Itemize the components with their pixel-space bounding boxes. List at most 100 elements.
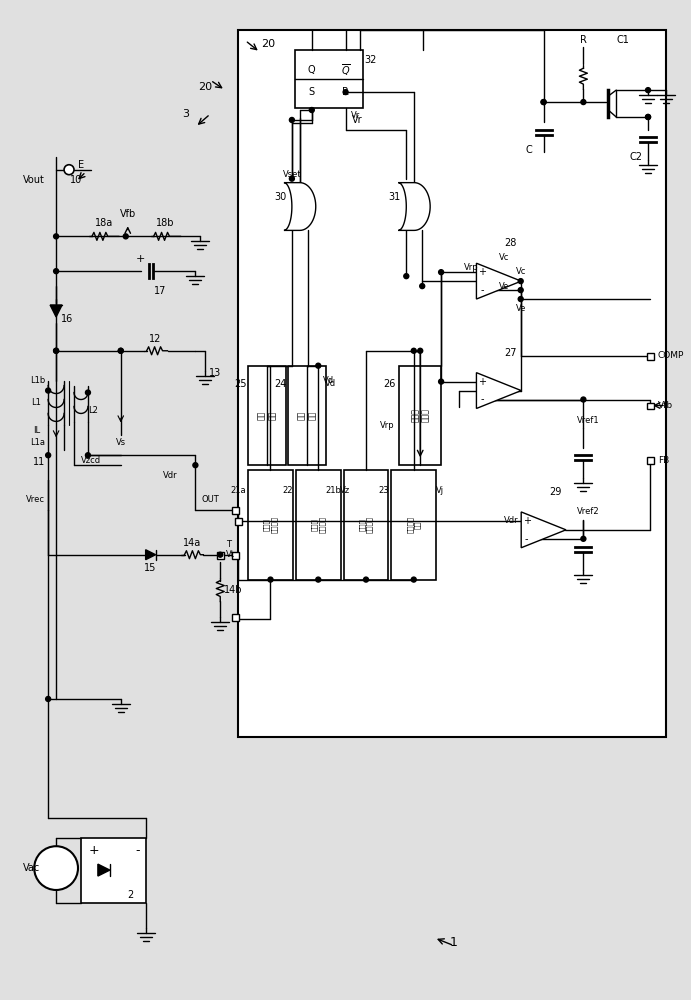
Text: L1: L1 <box>31 398 41 407</box>
Bar <box>296 470 341 580</box>
Text: 13: 13 <box>209 368 221 378</box>
Text: 25: 25 <box>234 379 247 389</box>
Text: 14a: 14a <box>183 538 202 548</box>
Text: 29: 29 <box>549 487 562 497</box>
Text: Vzcd: Vzcd <box>81 456 101 465</box>
Text: L2: L2 <box>88 406 98 415</box>
Text: -: - <box>480 395 484 405</box>
Bar <box>238 30 666 737</box>
Text: Vd: Vd <box>323 376 334 385</box>
Circle shape <box>645 114 650 119</box>
Text: Vout: Vout <box>23 175 45 185</box>
Polygon shape <box>398 183 430 230</box>
Text: 1: 1 <box>450 936 458 949</box>
Text: Q: Q <box>308 65 316 75</box>
Polygon shape <box>50 305 62 317</box>
Bar <box>235 518 242 525</box>
Circle shape <box>316 363 321 368</box>
Circle shape <box>541 100 546 105</box>
Text: Vdr: Vdr <box>163 471 178 480</box>
Circle shape <box>46 696 50 701</box>
Circle shape <box>411 348 416 353</box>
Circle shape <box>645 114 650 119</box>
Text: L1b: L1b <box>30 376 45 385</box>
Text: S: S <box>309 87 315 97</box>
Bar <box>391 470 436 580</box>
Circle shape <box>54 234 59 239</box>
Text: 24: 24 <box>274 379 286 389</box>
Circle shape <box>581 536 586 541</box>
Text: +: + <box>478 267 486 277</box>
Circle shape <box>290 117 294 122</box>
Bar <box>647 403 654 409</box>
Text: Vc: Vc <box>515 267 526 276</box>
Circle shape <box>86 453 91 458</box>
Text: OUT: OUT <box>202 495 219 504</box>
Text: Vr: Vr <box>351 111 360 120</box>
Text: +: + <box>136 254 145 264</box>
Circle shape <box>290 176 294 181</box>
Circle shape <box>363 577 368 582</box>
Text: 20: 20 <box>261 39 275 49</box>
Circle shape <box>54 269 59 274</box>
Circle shape <box>316 577 321 582</box>
Bar <box>232 614 239 621</box>
Text: Vrp: Vrp <box>380 421 395 430</box>
Text: C2: C2 <box>630 152 643 162</box>
Text: 31: 31 <box>388 192 401 202</box>
Text: Vrec: Vrec <box>26 495 45 504</box>
Text: 32: 32 <box>364 55 377 65</box>
Polygon shape <box>146 550 155 560</box>
Circle shape <box>118 348 123 353</box>
Text: Vj: Vj <box>436 486 444 495</box>
Circle shape <box>64 165 74 175</box>
Text: Vd: Vd <box>325 379 337 388</box>
Bar <box>295 50 363 108</box>
Circle shape <box>46 388 50 393</box>
Text: 11: 11 <box>33 457 46 467</box>
Text: Ve: Ve <box>499 282 509 291</box>
Circle shape <box>218 552 223 557</box>
Circle shape <box>193 463 198 468</box>
Bar <box>399 366 441 465</box>
Text: $\overline{Q}$: $\overline{Q}$ <box>341 62 350 78</box>
Circle shape <box>54 348 59 353</box>
Text: C1: C1 <box>617 35 630 45</box>
Text: Vs: Vs <box>115 438 126 447</box>
Bar <box>217 552 225 559</box>
Text: Vref2: Vref2 <box>577 507 600 516</box>
Circle shape <box>645 88 650 93</box>
Text: Vz: Vz <box>339 486 350 495</box>
Circle shape <box>518 288 523 293</box>
Text: 17: 17 <box>154 286 167 296</box>
Circle shape <box>518 279 523 284</box>
Circle shape <box>581 100 586 105</box>
Text: 21b: 21b <box>325 486 341 495</box>
Text: Vc: Vc <box>499 253 509 262</box>
Text: 10: 10 <box>70 175 82 185</box>
Bar <box>647 457 654 464</box>
Text: 16: 16 <box>61 314 73 324</box>
Text: +: + <box>522 516 531 526</box>
Text: 18b: 18b <box>156 218 175 228</box>
Circle shape <box>418 348 423 353</box>
Text: FB: FB <box>658 456 670 465</box>
Circle shape <box>541 100 546 105</box>
Text: +: + <box>478 377 486 387</box>
Text: -: - <box>525 534 529 544</box>
Text: Vrp: Vrp <box>464 263 478 272</box>
Text: IL: IL <box>32 426 40 435</box>
Text: C: C <box>525 145 532 155</box>
Bar <box>232 552 239 559</box>
Circle shape <box>86 390 91 395</box>
Bar <box>232 507 239 514</box>
Circle shape <box>404 274 409 279</box>
Circle shape <box>439 270 444 275</box>
Circle shape <box>343 90 348 95</box>
Text: E: E <box>78 160 84 170</box>
Text: 斜坡波
振荡器: 斜坡波 振荡器 <box>410 408 430 422</box>
Text: -: - <box>135 844 140 857</box>
Polygon shape <box>98 864 110 876</box>
Polygon shape <box>476 373 521 408</box>
Circle shape <box>518 297 523 302</box>
